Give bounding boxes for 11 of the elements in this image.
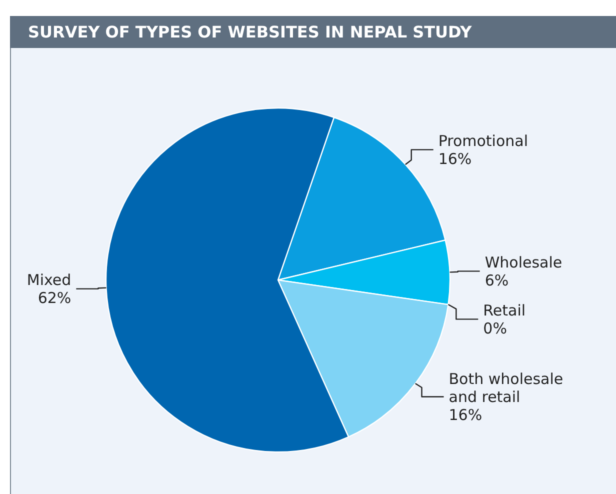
slice-label: Both wholesale and retail: [448, 370, 564, 406]
slice-label: Wholesale: [484, 253, 562, 272]
data-label: 16%: [448, 406, 482, 424]
legend-label: Retail: [483, 301, 526, 320]
data-label: 16%: [438, 150, 472, 168]
text: 0%: [483, 319, 507, 338]
data-label: 6%: [484, 271, 509, 290]
slice-label: Promotional: [438, 132, 528, 150]
data-label: 62%: [38, 289, 72, 308]
chart-title: SURVEY OF TYPES OF WEBSITES IN NEPAL STUDY: [28, 22, 472, 42]
slice-label: Mixed: [26, 271, 72, 290]
